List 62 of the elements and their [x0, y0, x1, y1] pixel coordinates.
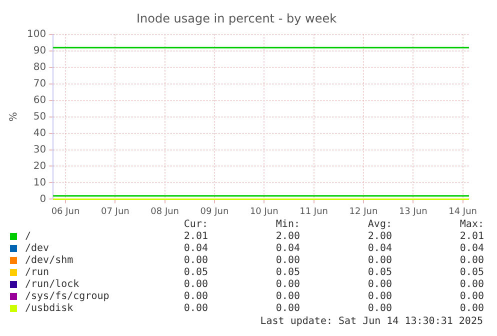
text: 0.00: [458, 303, 484, 315]
y-tick-label: 100: [26, 28, 46, 40]
y-tick-label: 90: [33, 45, 46, 56]
text: 0.00: [458, 255, 484, 267]
text: 0.04: [366, 243, 392, 255]
text: 0.00: [458, 291, 484, 303]
text: 0.00: [458, 279, 484, 291]
text: 0.00: [182, 303, 208, 315]
x-tick-label: 10 Jun: [250, 206, 278, 217]
text: 0.00: [182, 279, 208, 291]
text: 0.05: [366, 267, 392, 279]
text: 0.04: [458, 243, 484, 255]
y-tick-label: 20: [33, 160, 46, 172]
text: 0.00: [182, 291, 208, 303]
legend-label: /run: [24, 267, 50, 279]
y-tick-label: 60: [33, 94, 46, 106]
text: 2.01: [458, 231, 484, 243]
y-axis-title: %: [8, 112, 20, 122]
text: 2.00: [366, 231, 392, 243]
text: 2.00: [274, 231, 300, 243]
text: Max:: [458, 219, 484, 231]
x-tick-label: 13 Jun: [398, 206, 428, 217]
text: 0.00: [366, 255, 392, 267]
text: 0.04: [274, 243, 300, 255]
y-tick-label: 10: [33, 177, 46, 188]
text: Avg:: [366, 219, 392, 231]
text: Min:: [274, 219, 300, 231]
legend-label: /dev/shm: [24, 255, 74, 267]
y-tick-label: 40: [33, 128, 46, 139]
x-tick-label: 14 Jun: [448, 206, 477, 217]
text: 0.00: [274, 255, 300, 267]
y-tick-label: 0: [40, 194, 46, 205]
text: 0.00: [274, 303, 300, 315]
legend-label: /run/lock: [24, 279, 80, 291]
y-tick-label: 70: [33, 78, 46, 90]
text: 0.00: [366, 303, 392, 315]
text: 0.00: [366, 279, 392, 291]
x-tick-label: 06 Jun: [51, 206, 80, 217]
y-tick-label: 30: [33, 144, 46, 156]
x-tick-label: 11 Jun: [300, 206, 328, 217]
text: Cur:: [182, 219, 208, 231]
x-tick-label: 07 Jun: [100, 206, 130, 217]
legend-label: /sys/fs/cgroup: [24, 291, 110, 303]
text: 0.05: [458, 267, 484, 279]
text: 0.05: [274, 267, 300, 279]
legend-label: /dev: [24, 243, 50, 255]
text: 0.05: [182, 267, 208, 279]
text: 0.04: [182, 243, 208, 255]
text: 0.00: [366, 291, 392, 303]
text: 0.00: [274, 291, 300, 303]
x-tick-label: 08 Jun: [150, 206, 180, 217]
y-tick-label: 50: [33, 111, 46, 122]
y-tick-label: 80: [33, 62, 46, 73]
text: 2.01: [182, 231, 208, 243]
text: 0.00: [182, 255, 208, 267]
x-tick-label: 09 Jun: [200, 206, 229, 217]
x-tick-label: 12 Jun: [349, 206, 378, 217]
text: 0.00: [274, 279, 300, 291]
chart-title: Inode usage in percent - by week: [136, 11, 337, 26]
legend-label: /usbdisk: [24, 303, 74, 315]
text: Last update: Sat Jun 14 13:30:31 2025: [260, 316, 483, 327]
legend-label: /: [24, 231, 32, 243]
